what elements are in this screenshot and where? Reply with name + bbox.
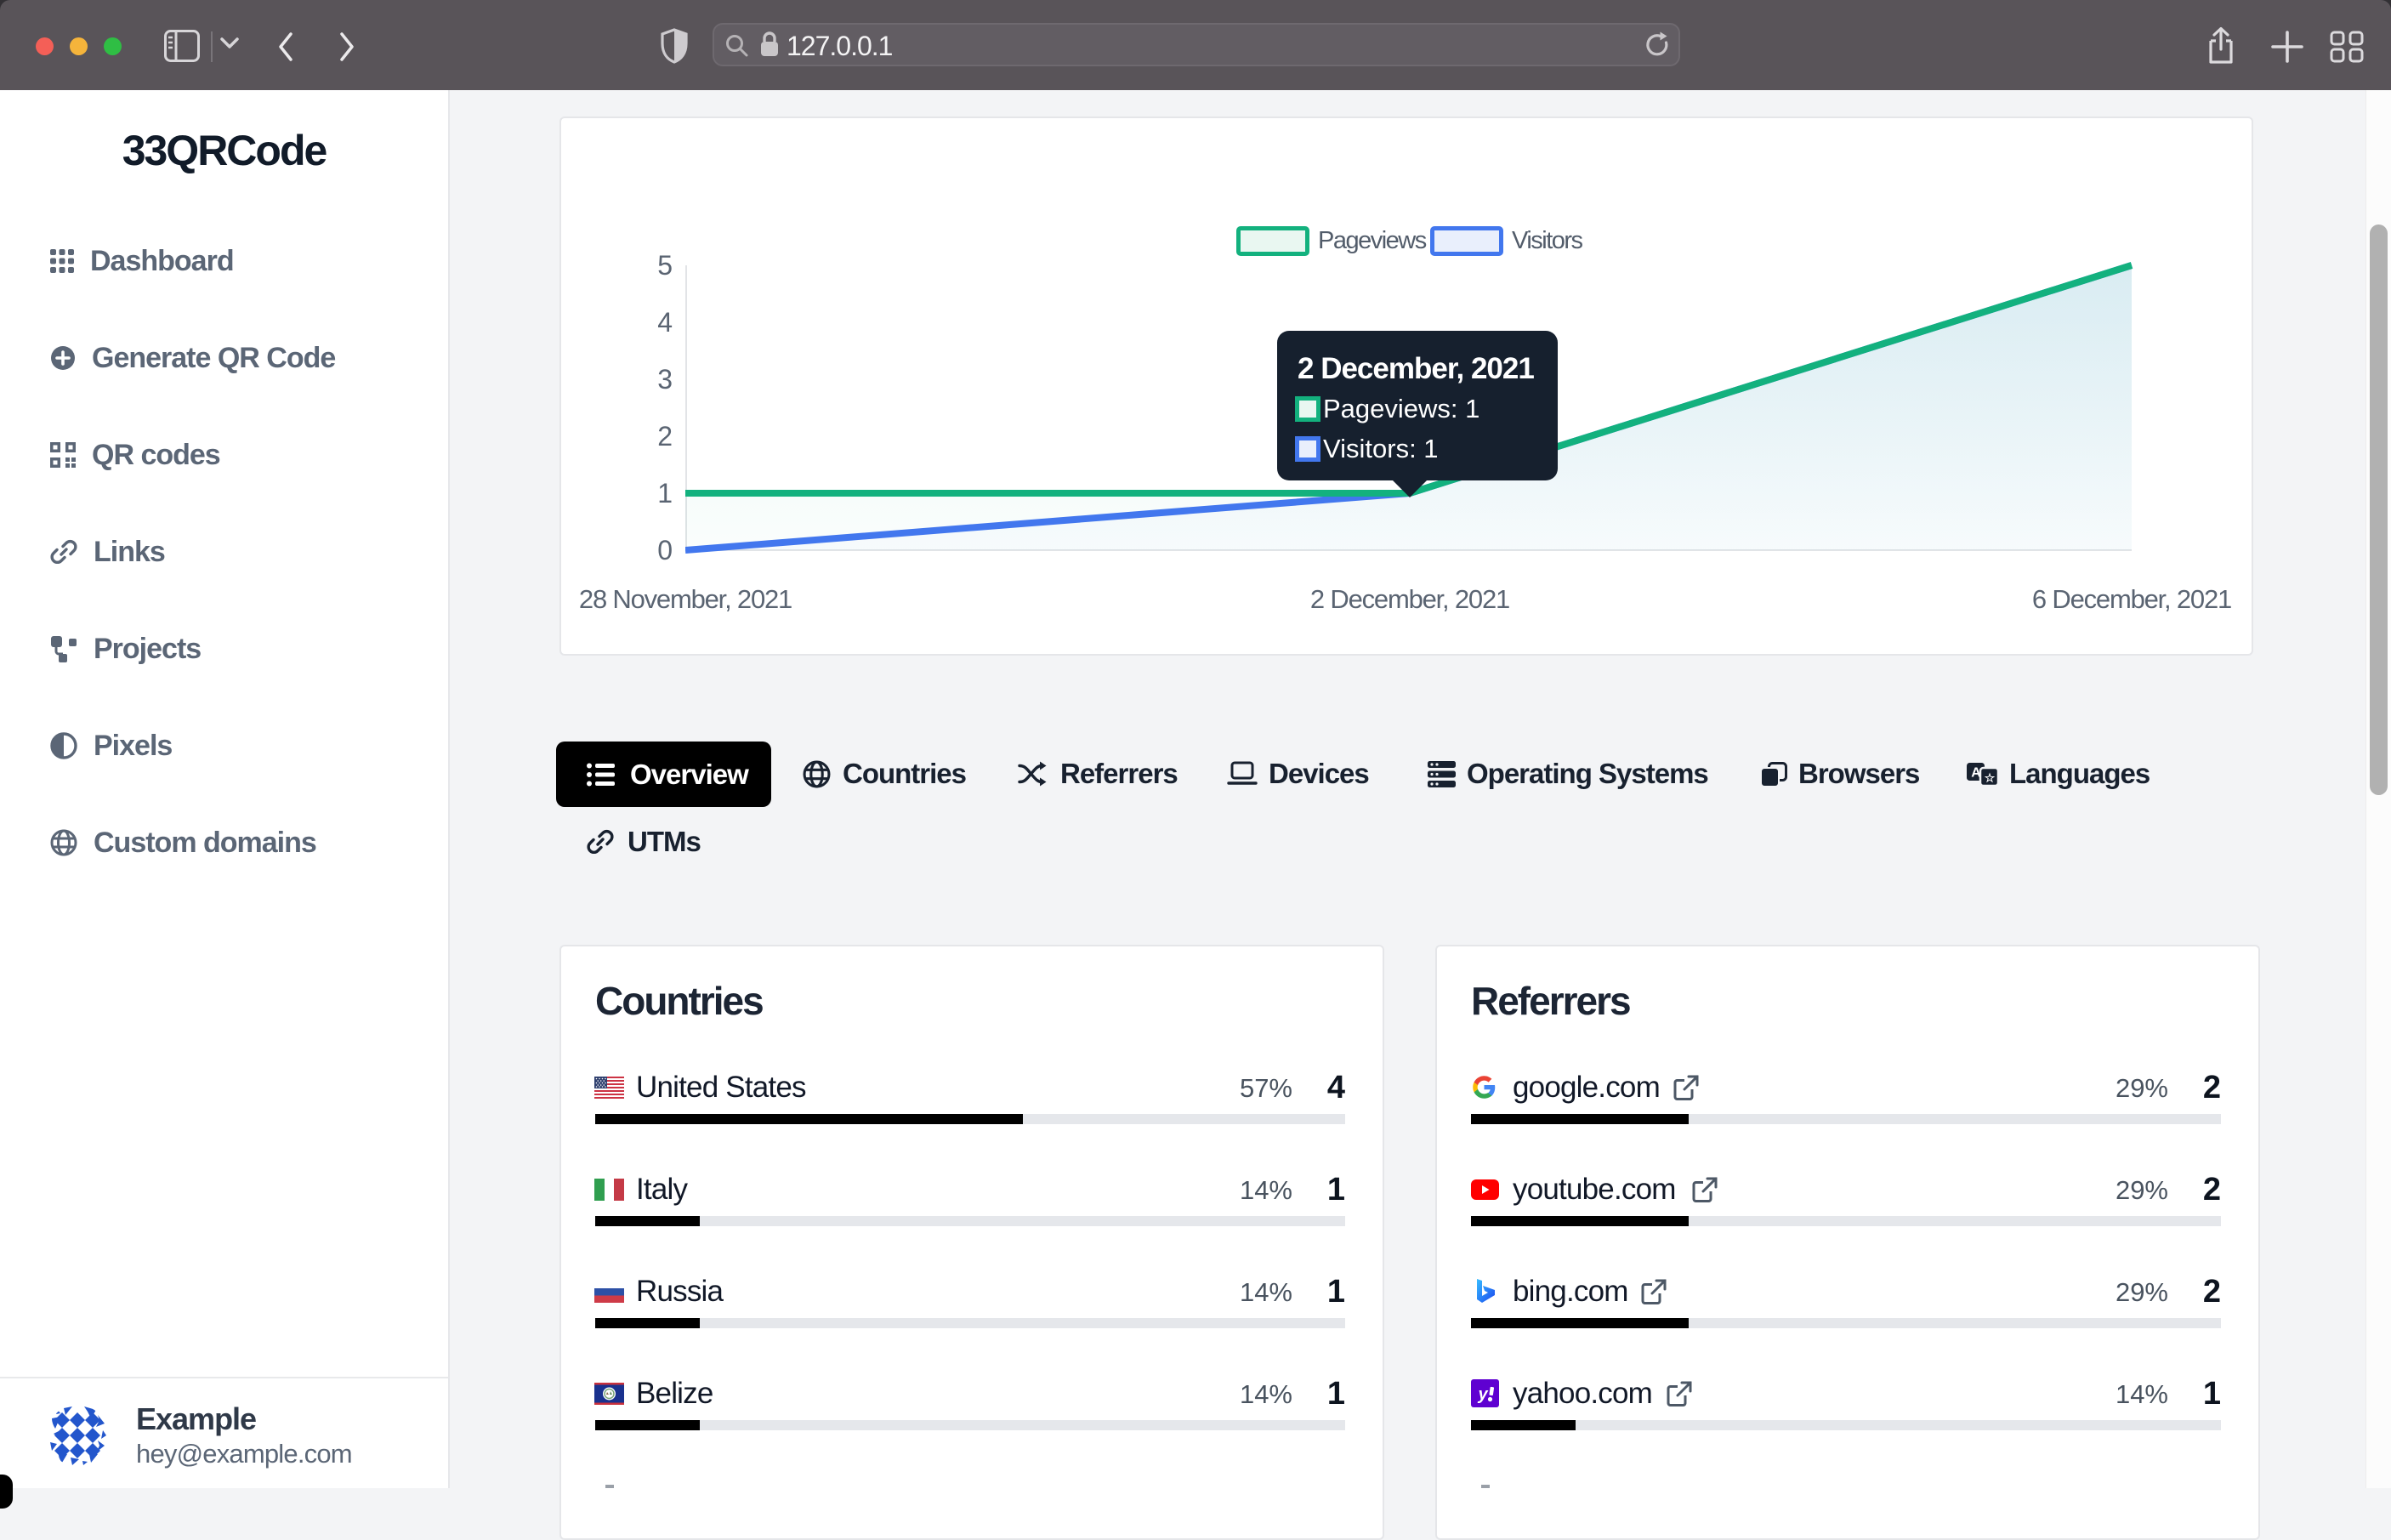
svg-text:☆: ☆ — [1985, 770, 1996, 784]
svg-text:y: y — [1477, 1385, 1488, 1404]
